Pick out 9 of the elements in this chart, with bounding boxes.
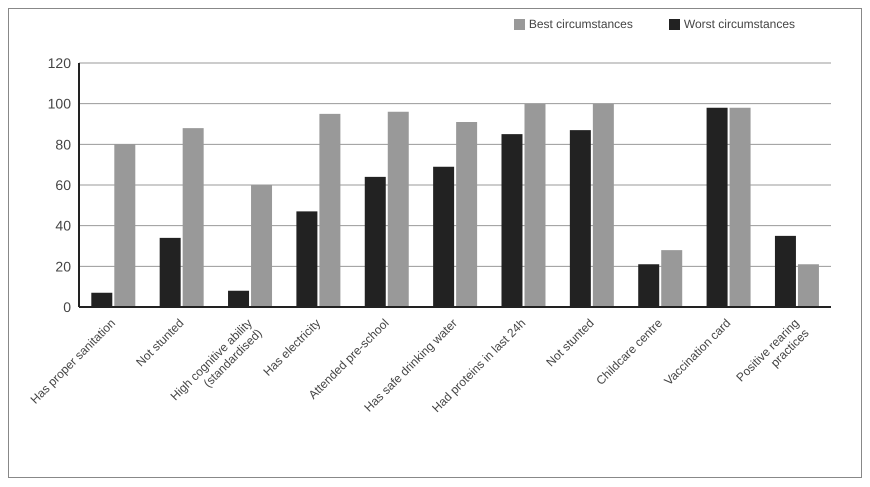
y-tick-label: 80 [55,136,72,152]
y-tick-label: 100 [48,96,72,112]
y-tick-label: 0 [63,298,72,315]
legend-label: Worst circumstances [684,17,795,31]
y-tick-label: 60 [55,176,72,193]
legend-label: Best circumstances [528,17,633,31]
y-tick-label: 120 [48,54,72,71]
y-tick-label: 20 [55,258,72,274]
y-tick-label: 40 [55,218,72,234]
